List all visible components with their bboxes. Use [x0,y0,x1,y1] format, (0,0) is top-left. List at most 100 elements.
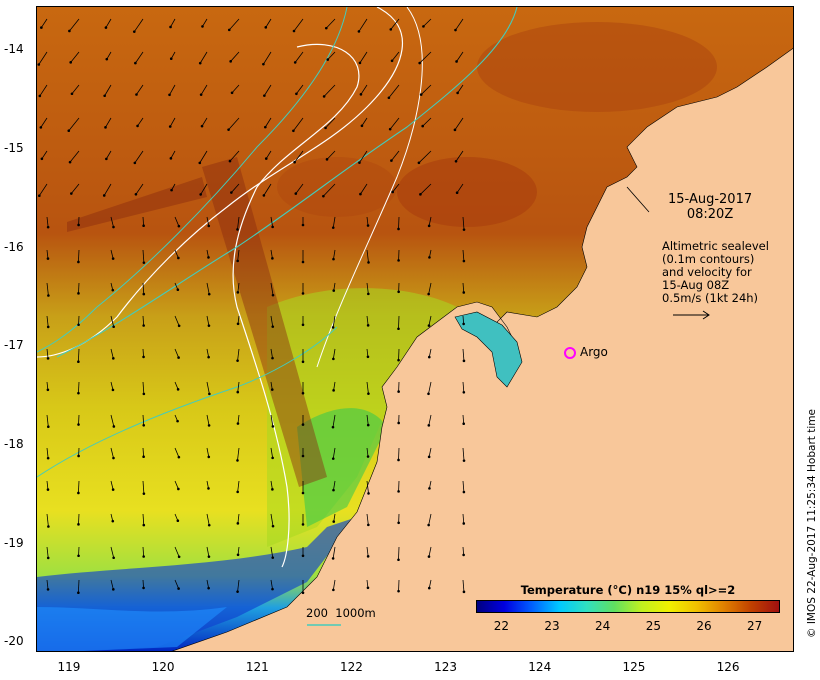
velocity-vector-head [77,292,80,295]
velocity-vector-head [135,93,138,96]
velocity-vector-head [69,61,72,64]
velocity-vector [422,117,432,127]
colorbar-title: Temperature (°C) n19 15% ql>=2 [520,583,736,597]
velocity-vector-head [199,93,203,96]
velocity-vector-head [198,61,202,65]
velocity-vector [46,480,49,490]
velocity-vector [174,480,179,490]
velocity-vector [71,183,80,194]
velocity-vector [333,480,336,491]
velocity-vector-head [397,390,400,393]
x-tick-label: 122 [339,660,363,674]
velocity-vector [462,282,465,293]
velocity-vector-head [359,192,362,196]
velocity-vector-head [207,487,210,490]
velocity-vector-head [271,325,275,328]
velocity-vector-head [264,157,268,160]
velocity-vector-head [427,324,431,327]
velocity-vector-head [134,61,137,65]
velocity-vector-head [142,392,146,396]
velocity-vector-head [236,459,239,462]
altimetry-legend: Altimetric sealevel (0.1m contours) and ve… [662,240,769,305]
velocity-vector-head [324,126,327,130]
velocity-vector-head [462,422,466,425]
velocity-vector [366,249,369,263]
velocity-vector-head [262,62,265,66]
velocity-vector [200,183,208,195]
velocity-vector-head [301,360,305,364]
velocity-vector-head [293,160,296,164]
velocity-vector [46,513,49,527]
velocity-vector [428,414,432,426]
velocity-vector [294,51,304,63]
velocity-vector-head [170,188,173,192]
velocity-vector [174,447,180,458]
velocity-vector [270,447,274,458]
velocity-vector [327,51,336,60]
velocity-vector-head [427,455,431,459]
velocity-vector-head [77,523,80,526]
velocity-vector [294,150,304,163]
velocity-vector-head [397,521,400,525]
velocity-vector [323,84,336,97]
velocity-vector [428,348,432,358]
velocity-vector [332,579,336,590]
velocity-vector [105,117,112,128]
velocity-vector-head [68,160,72,164]
velocity-vector-head [271,257,274,260]
velocity-vector [69,150,80,163]
velocity-vector-head [397,458,400,462]
velocity-vector [46,381,49,390]
altimetry-line-3: and velocity for [662,265,752,279]
velocity-vector-head [112,425,116,428]
velocity-vector-head [68,29,71,33]
velocity-vector-head [367,492,370,495]
velocity-vector-head [367,261,370,264]
velocity-vector [332,315,336,328]
velocity-vector [110,579,114,590]
velocity-vector-head [294,192,298,195]
velocity-vector [106,51,112,60]
velocity-vector [229,150,240,162]
velocity-vector-head [390,159,393,162]
velocity-vector [231,183,240,193]
velocity-vector [142,249,145,263]
map-panel[interactable] [36,6,794,652]
velocity-vector-head [201,25,204,28]
velocity-vector-head [105,157,108,161]
velocity-vector [110,348,114,359]
velocity-vector [41,150,48,160]
velocity-vector [270,546,274,558]
velocity-vector [142,513,145,526]
velocity-vector-head [47,294,50,297]
velocity-vector-head [301,223,305,227]
king-sound [454,311,523,388]
velocity-vector [366,348,369,357]
velocity-vector-head [207,355,210,359]
x-tick-label: 121 [245,660,269,674]
velocity-vector-head [177,356,180,359]
velocity-vector [361,117,368,126]
velocity-vector-head [104,26,108,29]
velocity-vector-head [292,129,295,133]
argo-marker[interactable] [564,347,576,359]
velocity-vector-head [427,355,431,359]
velocity-vector [46,579,49,590]
velocity-vector [428,282,432,295]
velocity-vector [366,513,369,525]
velocity-vector [206,546,210,557]
velocity-vector-head [462,359,466,363]
velocity-vector [46,414,49,427]
velocity-vector [332,414,336,428]
velocity-vector-head [332,520,336,523]
velocity-vector [428,513,432,526]
velocity-vector-head [142,455,145,459]
velocity-vector [174,348,179,358]
warm-patch [477,22,717,112]
velocity-vector-head [331,557,335,560]
velocity-vector [68,117,80,131]
velocity-vector [293,18,304,32]
velocity-vector [398,315,400,329]
velocity-vector [46,348,49,359]
velocity-vector-head [46,556,50,560]
